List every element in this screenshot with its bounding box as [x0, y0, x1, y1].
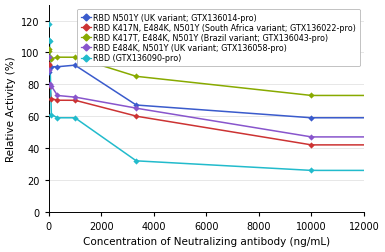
- Point: [48, 113, 54, 117]
- Legend: RBD N501Y (UK variant; GTX136014-pro), RBD K417N, E484K, N501Y (South Africa var: RBD N501Y (UK variant; GTX136014-pro), R…: [77, 10, 360, 67]
- Point: [46, 39, 52, 43]
- Point: [54, 99, 60, 103]
- Point: [46, 56, 52, 60]
- Point: [308, 169, 315, 173]
- Point: [46, 56, 52, 60]
- Point: [46, 62, 52, 66]
- Point: [72, 56, 78, 60]
- Point: [133, 159, 139, 163]
- Point: [46, 64, 52, 68]
- Point: [308, 135, 315, 139]
- Point: [48, 97, 54, 101]
- Point: [48, 84, 54, 88]
- X-axis label: Concentration of Neutralizing antibody (ng/mL): Concentration of Neutralizing antibody (…: [83, 237, 330, 246]
- Point: [54, 116, 60, 120]
- Point: [133, 107, 139, 111]
- Point: [72, 64, 78, 68]
- Point: [133, 104, 139, 108]
- Y-axis label: Relative Activity (%): Relative Activity (%): [5, 56, 15, 161]
- Point: [72, 96, 78, 100]
- Point: [47, 56, 53, 60]
- Point: [47, 40, 53, 44]
- Point: [47, 84, 53, 88]
- Point: [54, 94, 60, 98]
- Point: [46, 48, 52, 52]
- Point: [46, 70, 52, 74]
- Point: [308, 94, 315, 98]
- Point: [54, 56, 60, 60]
- Point: [47, 66, 53, 70]
- Point: [308, 116, 315, 120]
- Point: [72, 116, 78, 120]
- Point: [46, 23, 52, 27]
- Point: [308, 143, 315, 147]
- Point: [133, 115, 139, 119]
- Point: [47, 83, 53, 87]
- Point: [72, 99, 78, 103]
- Point: [54, 66, 60, 70]
- Point: [133, 75, 139, 79]
- Point: [48, 57, 54, 61]
- Point: [48, 66, 54, 70]
- Point: [46, 69, 52, 73]
- Point: [46, 50, 52, 54]
